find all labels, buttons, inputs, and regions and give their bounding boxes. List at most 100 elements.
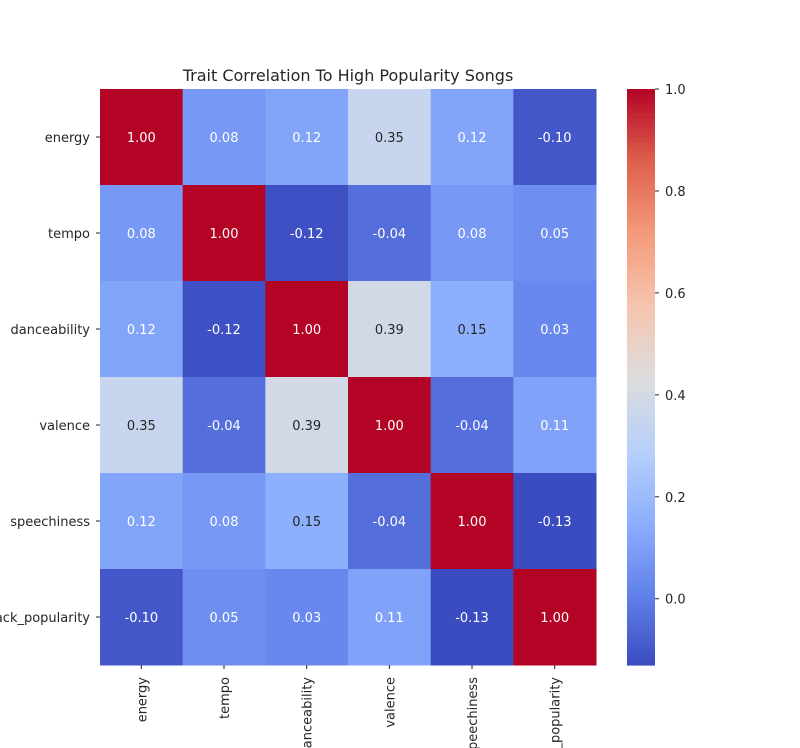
colorbar-segment xyxy=(627,281,655,287)
colorbar-segment xyxy=(627,261,655,268)
colorbar-segment xyxy=(627,161,655,167)
colorbar-segment xyxy=(627,386,655,392)
colorbar-segment xyxy=(627,89,655,95)
colorbar-segment xyxy=(627,521,655,527)
colorbar-segment xyxy=(627,271,655,277)
colorbar-tick-label: 1.0 xyxy=(665,83,686,98)
cell-value-label: 0.08 xyxy=(210,515,239,530)
colorbar-segment xyxy=(627,194,655,200)
colorbar-segment xyxy=(627,439,655,445)
colorbar-segment xyxy=(627,641,655,647)
heatmap-cell xyxy=(513,89,597,186)
heatmap-cell xyxy=(513,569,597,666)
heatmap-cell xyxy=(513,185,597,282)
colorbar-segment xyxy=(627,357,655,364)
colorbar-tick-label: 0.2 xyxy=(665,491,686,506)
colorbar-segment xyxy=(627,141,655,148)
colorbar-segment xyxy=(627,228,655,234)
heatmap-cell xyxy=(182,185,266,282)
cell-value-label: 0.05 xyxy=(540,227,569,242)
colorbar-segment xyxy=(627,103,655,109)
colorbar-segment xyxy=(627,333,655,340)
heatmap-cell xyxy=(430,89,514,186)
cell-value-label: 1.00 xyxy=(292,323,321,338)
column-label-energy: energy xyxy=(135,677,150,723)
colorbar-segment xyxy=(627,597,655,604)
colorbar-segment xyxy=(627,621,655,628)
heatmap-cell xyxy=(100,377,184,474)
cell-value-label: -0.04 xyxy=(455,419,489,434)
colorbar-segment xyxy=(627,252,655,258)
heatmap-cell xyxy=(182,473,266,570)
colorbar-tick-label: 0.8 xyxy=(665,185,686,200)
cell-value-label: -0.12 xyxy=(290,227,324,242)
colorbar-segment xyxy=(627,305,655,311)
colorbar-segment xyxy=(627,108,655,114)
colorbar-segment xyxy=(627,573,655,580)
colorbar-segment xyxy=(627,204,655,210)
cell-value-label: 0.08 xyxy=(458,227,487,242)
colorbar-segment xyxy=(627,209,655,215)
colorbar-segment xyxy=(627,468,655,474)
colorbar-segment xyxy=(627,444,655,450)
heatmap-cell xyxy=(430,377,514,474)
cell-value-label: 1.00 xyxy=(127,131,156,146)
colorbar-segment xyxy=(627,405,655,412)
cell-value-label: 0.12 xyxy=(127,515,156,530)
colorbar-segment xyxy=(627,415,655,421)
colorbar-segment xyxy=(627,612,655,618)
colorbar-segment xyxy=(627,501,655,508)
colorbar-segment xyxy=(627,175,655,181)
column-label-valence: valence xyxy=(383,677,398,728)
heatmap-cell xyxy=(430,281,514,378)
colorbar-segment xyxy=(627,425,655,431)
cell-value-label: -0.10 xyxy=(538,131,572,146)
colorbar-segment xyxy=(627,117,655,124)
cell-value-label: 1.00 xyxy=(458,515,487,530)
colorbar-segment xyxy=(627,645,655,652)
colorbar-segment xyxy=(627,343,655,349)
cell-value-label: 0.39 xyxy=(375,323,404,338)
row-label-danceability: danceability xyxy=(11,323,91,338)
cell-value-label: -0.13 xyxy=(538,515,572,530)
colorbar-segment xyxy=(627,473,655,479)
heatmap-cells xyxy=(100,89,597,666)
colorbar-segment xyxy=(627,650,655,656)
column-label-track-popularity: track_popularity xyxy=(549,677,564,748)
heatmap-cell xyxy=(348,185,432,282)
heatmap-cell xyxy=(182,281,266,378)
colorbar-segment xyxy=(627,93,655,100)
colorbar-segment xyxy=(627,391,655,397)
colorbar-segment xyxy=(627,511,655,517)
colorbar-segment xyxy=(627,482,655,488)
heatmap-cell xyxy=(265,473,349,570)
heatmap-cell xyxy=(100,569,184,666)
colorbar-segment xyxy=(627,329,655,335)
heatmap-cell xyxy=(348,281,432,378)
colorbar-segment xyxy=(627,338,655,344)
colorbar-segment xyxy=(627,362,655,368)
cell-value-label: 0.03 xyxy=(540,323,569,338)
colorbar-segment xyxy=(627,377,655,383)
colorbar-segment xyxy=(627,285,655,292)
heatmap-cell xyxy=(348,89,432,186)
heatmap-cell xyxy=(182,377,266,474)
heatmap-cell xyxy=(430,185,514,282)
cell-value-label: 0.35 xyxy=(375,131,404,146)
column-tick-labels: energy tempo danceability valence speechines… xyxy=(135,665,564,748)
colorbar-segment xyxy=(627,516,655,522)
cell-value-label: 0.11 xyxy=(540,419,569,434)
cell-value-label: 0.35 xyxy=(127,419,156,434)
heatmap-cell xyxy=(430,569,514,666)
colorbar-segment xyxy=(627,588,655,594)
heatmap-cell xyxy=(513,281,597,378)
colorbar-segment xyxy=(627,300,655,306)
colorbar-segment xyxy=(627,113,655,119)
cell-value-label: 0.12 xyxy=(458,131,487,146)
cell-value-label: 0.08 xyxy=(127,227,156,242)
heatmap-cell xyxy=(182,569,266,666)
heatmap-cell xyxy=(265,281,349,378)
colorbar-segment xyxy=(627,401,655,407)
colorbar-segment xyxy=(627,137,655,143)
